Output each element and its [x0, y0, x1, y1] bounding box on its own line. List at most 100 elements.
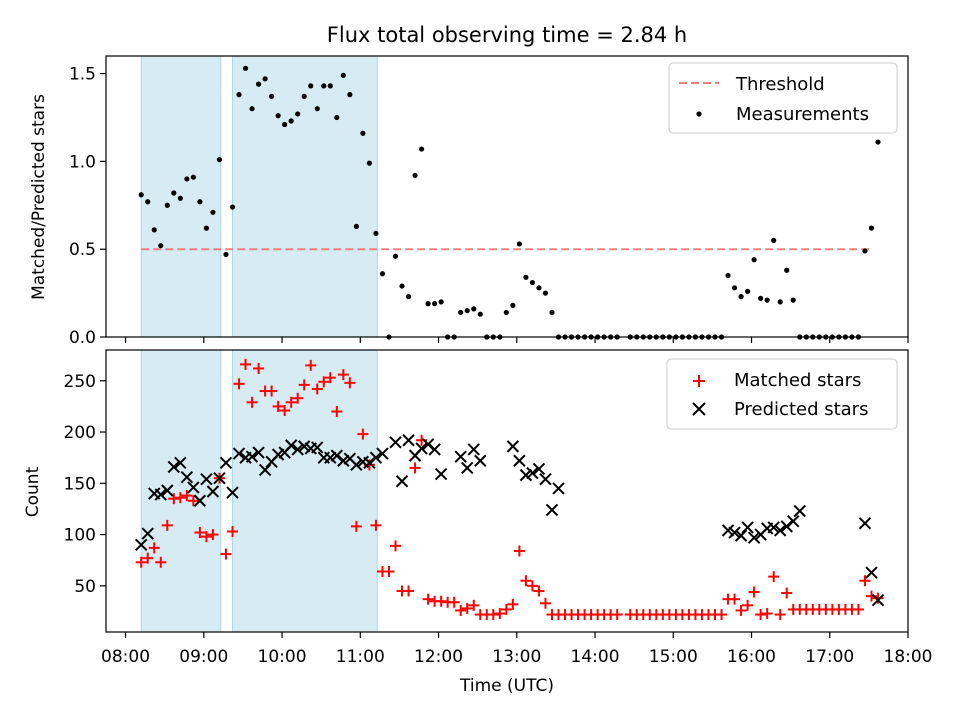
predicted-star-point [728, 526, 741, 539]
matched-star-point [539, 597, 551, 609]
measurement-point [366, 160, 373, 166]
predicted-star-point [252, 446, 265, 459]
measurement-point [301, 93, 307, 99]
matched-star-point [331, 406, 343, 418]
measurement-point [764, 297, 770, 303]
matched-star-point [142, 552, 154, 564]
matched-star-point [318, 376, 330, 388]
predicted-star-point [226, 486, 239, 499]
measurement-point [549, 309, 555, 316]
matched-star-point [285, 396, 297, 408]
matched-star-point [240, 358, 252, 370]
y-tick-label: 200 [64, 423, 96, 443]
measurement-point [164, 202, 170, 208]
matched-stars-legend-swatch [693, 375, 705, 387]
matched-star-point [279, 405, 291, 417]
shaded-interval-2 [231, 349, 378, 633]
measurement-point [510, 302, 516, 308]
predicted-star-point [154, 488, 167, 501]
measurement-point [471, 306, 477, 312]
predicted-star-point [539, 473, 552, 486]
measurement-point [464, 308, 470, 314]
predicted-star-point [206, 485, 220, 498]
matched-star-point [748, 586, 760, 598]
matched-star-point [774, 609, 786, 621]
measurement-point [399, 283, 405, 289]
bottom-plot-frame [105, 349, 909, 633]
matched-star-point [311, 383, 323, 395]
top-plot-frame [105, 55, 909, 338]
measurement-point [875, 139, 881, 145]
matched-star-point [403, 585, 415, 597]
measurement-point [725, 272, 731, 279]
measurement-point [536, 285, 542, 291]
matched-star-point [305, 359, 317, 371]
measurement-point [392, 253, 399, 259]
measurement-point [229, 204, 236, 210]
predicted-star-point [793, 504, 806, 518]
measurements-legend-label: Measurements [736, 104, 869, 125]
matched-star-point [207, 529, 219, 541]
measurement-point [151, 227, 157, 233]
top-y-axis-label: Matched/Predicted stars [29, 94, 49, 300]
measurement-point [223, 251, 229, 258]
predicted-star-point [552, 482, 565, 495]
predicted-star-point [506, 440, 520, 453]
predicted-star-point [467, 443, 480, 456]
measurement-point [412, 172, 418, 179]
threshold-legend-label: Threshold [735, 74, 825, 95]
measurement-point [771, 237, 777, 244]
measurement-point [158, 243, 164, 249]
chart-title: Flux total observing time = 2.84 h [327, 23, 687, 47]
predicted-star-point [193, 494, 207, 507]
measurement-point [738, 294, 744, 300]
predicted-star-point [474, 454, 487, 467]
measurement-point [503, 309, 509, 316]
predicted-star-point [787, 515, 800, 528]
matched-star-point [194, 527, 206, 539]
predicted-stars-legend-swatch [692, 402, 706, 416]
y-tick-label: 50 [74, 577, 96, 597]
matched-star-point [494, 608, 506, 620]
measurement-point [269, 93, 275, 99]
predicted-stars-series [135, 434, 885, 607]
matched-star-point [181, 490, 193, 502]
x-tick-label: 18:00 [884, 647, 933, 667]
measurement-point [314, 106, 320, 112]
measurement-point [184, 176, 190, 182]
y-tick-label: 250 [64, 372, 96, 392]
x-tick-label: 12:00 [414, 647, 463, 667]
matched-star-point [729, 593, 741, 605]
predicted-star-point [161, 484, 174, 497]
measurement-point [516, 241, 522, 247]
matched-star-point [148, 542, 160, 554]
measurement-point [295, 111, 301, 117]
matched-star-point [735, 604, 747, 616]
matched-star-point [448, 596, 460, 608]
predicted-star-point [532, 462, 546, 476]
measurement-point [308, 83, 314, 89]
measurement-point [216, 157, 223, 163]
measurement-point [758, 295, 764, 301]
matched-star-point [200, 531, 212, 543]
matched-star-point [533, 585, 545, 597]
matched-star-point [272, 400, 284, 412]
predicted-star-point [513, 454, 526, 467]
measurement-point [438, 299, 444, 305]
bottom-y-axis-label: Count [23, 466, 43, 517]
matched-star-point [161, 519, 173, 531]
predicted-star-point [865, 566, 878, 579]
measurement-point [353, 223, 359, 229]
matched-star-point [500, 603, 512, 615]
predicted-star-point [258, 463, 272, 477]
matched-star-point [155, 556, 167, 568]
matched-star-point [755, 609, 767, 621]
matched-star-point [350, 520, 362, 532]
y-tick-label: 1.0 [69, 152, 96, 172]
matched-star-point [526, 580, 538, 592]
y-tick-label: 1.5 [69, 65, 96, 85]
predicted-star-point [141, 527, 154, 540]
measurement-point [334, 114, 340, 121]
top-panel: 0.0 0.5 1.0 1.5 Matched/Predicted stars Thr… [29, 55, 909, 348]
